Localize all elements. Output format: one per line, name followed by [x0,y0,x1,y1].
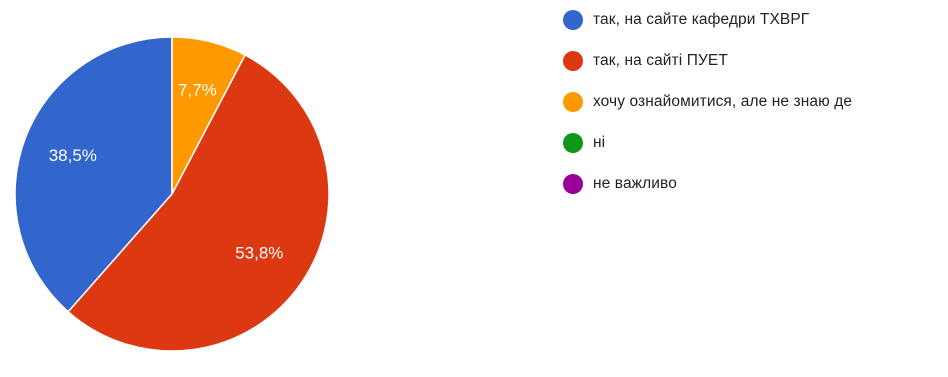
legend-item[interactable]: так, на сайті ПУЕТ [563,51,852,71]
pie-slice[interactable] [14,36,173,313]
legend-label: так, на сайті ПУЕТ [593,52,728,69]
legend-label: хочу ознайомитися, але не знаю де [593,93,853,110]
legend-label: так, на сайте кафедри ТХВРГ [593,11,810,28]
legend-swatch [563,51,583,71]
legend-item[interactable]: не важливо [563,174,852,194]
pie-slice[interactable] [171,36,247,195]
legend-swatch [563,92,583,112]
slice-percent-label: 53,8% [235,244,283,263]
legend-label: ні [593,134,606,151]
pie-slice[interactable] [67,54,330,352]
legend-item[interactable]: хочу ознайомитися, але не знаю де [563,92,852,112]
legend-item[interactable]: ні [563,133,852,153]
chart-legend: так, на сайте кафедри ТХВРГ так, на сайт… [563,10,852,215]
legend-item[interactable]: так, на сайте кафедри ТХВРГ [563,10,852,30]
legend-swatch [563,10,583,30]
legend-swatch [563,133,583,153]
legend-label: не важливо [593,175,677,192]
slice-percent-label: 38,5% [49,146,97,165]
legend-swatch [563,174,583,194]
slice-percent-label: 7,7% [178,81,217,100]
